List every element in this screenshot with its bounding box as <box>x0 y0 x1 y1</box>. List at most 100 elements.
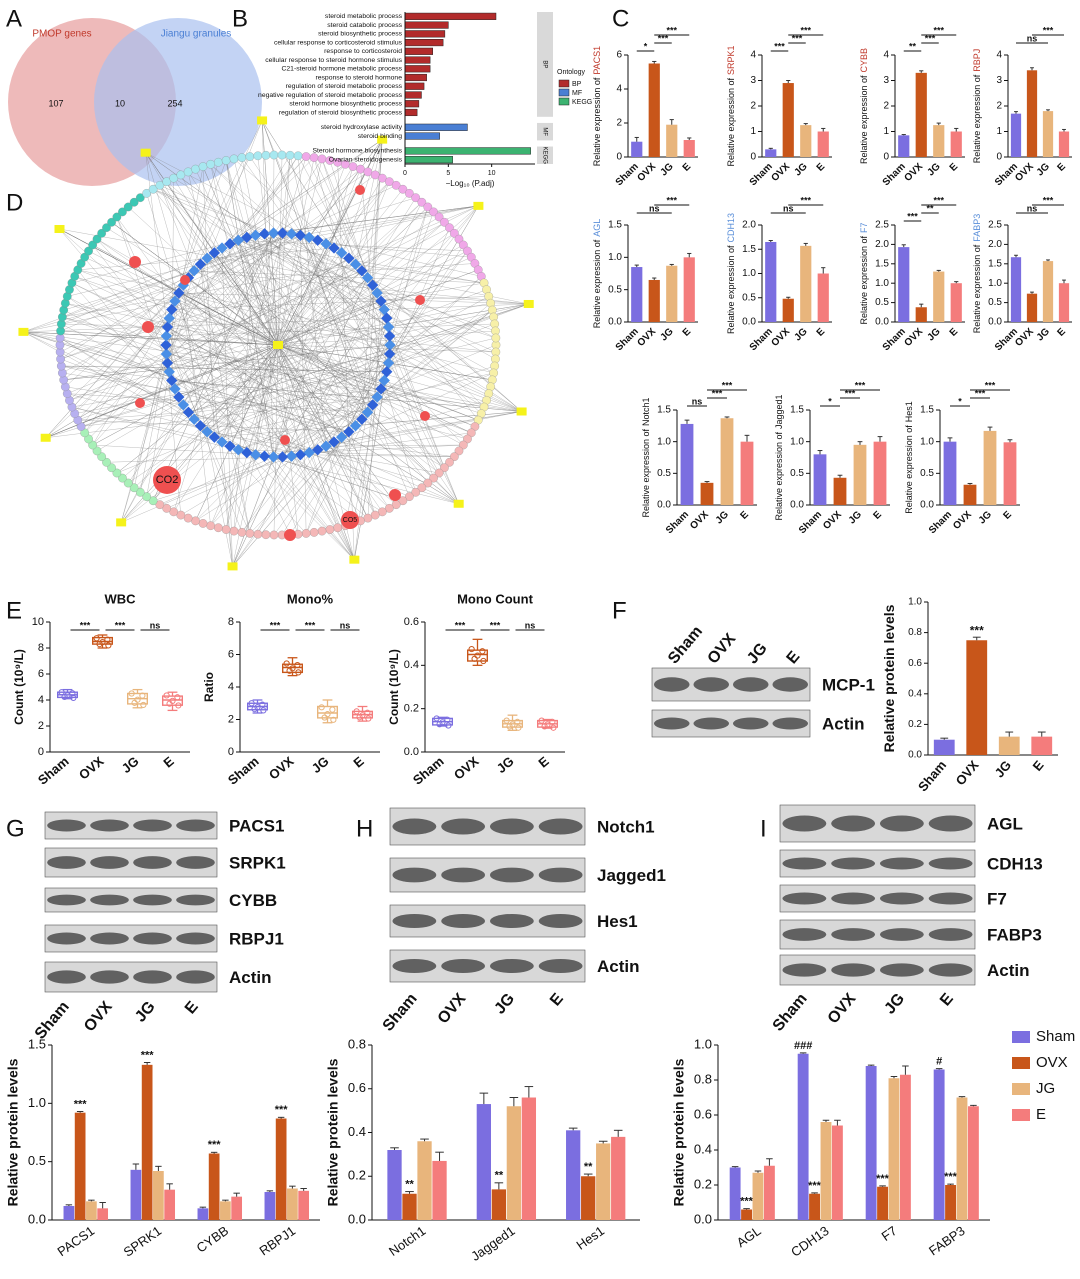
edge <box>45 344 279 438</box>
y-tick-label: 1.0 <box>908 597 922 608</box>
edge <box>355 264 485 284</box>
x-tick-label: E <box>948 326 961 339</box>
edge <box>165 344 251 534</box>
edge <box>317 205 479 241</box>
target-node <box>112 212 122 222</box>
y-axis-label-gene: AGL <box>592 219 602 237</box>
bar <box>809 1193 820 1220</box>
hub-node <box>140 148 151 157</box>
gene-node <box>194 420 207 432</box>
gene-node <box>177 399 189 411</box>
edge <box>277 158 323 346</box>
x-tick-label: JG <box>1035 161 1052 178</box>
edge <box>45 233 265 438</box>
legend-label: BP <box>572 81 582 88</box>
y-axis-label: Count (10⁹/L) <box>387 649 401 725</box>
compound-node <box>284 529 296 541</box>
bar <box>800 125 812 157</box>
edge <box>210 454 256 526</box>
edge <box>45 300 382 438</box>
edge <box>291 202 423 457</box>
edge <box>96 238 170 319</box>
ontology-box <box>537 122 553 141</box>
blot-band <box>928 928 973 941</box>
y-tick-label: 0.0 <box>348 1211 366 1226</box>
target-node <box>417 483 427 493</box>
y-axis-label: Relative expression of Hes1 <box>904 401 914 514</box>
edge <box>238 240 468 252</box>
target-node <box>198 519 208 528</box>
hub-node <box>516 407 527 416</box>
y-axis-label-text: Relative expression of <box>726 77 736 166</box>
bar <box>877 1186 888 1220</box>
blot-band <box>732 717 769 730</box>
gene-node <box>382 321 395 333</box>
point-glyph <box>260 707 267 714</box>
point-glyph <box>254 704 261 711</box>
edge <box>325 243 472 258</box>
blot-band <box>831 892 876 905</box>
sig-label: *** <box>985 380 996 390</box>
edge <box>277 164 346 346</box>
gene-node <box>188 413 200 425</box>
blot-band <box>176 894 215 906</box>
gene-node <box>294 449 307 461</box>
compound-node <box>135 398 145 408</box>
edge <box>210 164 274 457</box>
term-label: steroid hydroxylase activity <box>321 124 403 131</box>
y-axis-label: Relative expression of AGL <box>592 219 602 329</box>
edge <box>273 344 279 535</box>
bar <box>763 1165 775 1220</box>
point-glyph <box>134 696 141 703</box>
y-axis-label-gene: Jagged1 <box>774 394 784 429</box>
protein-label: Actin <box>987 961 1030 980</box>
point-glyph <box>295 669 302 676</box>
sig-label: ns <box>340 620 351 630</box>
bar <box>820 1122 832 1220</box>
gene-node <box>201 426 213 438</box>
edge <box>246 452 355 560</box>
target-node <box>277 150 287 160</box>
sig-label: * <box>958 396 962 406</box>
edge <box>309 166 354 238</box>
point-glyph <box>163 692 170 699</box>
sig-label: *** <box>970 623 984 637</box>
compound-node <box>142 321 154 333</box>
x-tick-label: OVX <box>266 753 297 782</box>
gene-node <box>375 383 387 395</box>
bar <box>404 56 431 64</box>
blot-band <box>133 970 172 984</box>
panel-label: B <box>232 5 248 32</box>
edge <box>341 205 479 438</box>
sig-label: *** <box>855 380 866 390</box>
x-tick-label: E <box>871 509 884 522</box>
gene-node <box>161 357 174 369</box>
x-tick-label: Jagged1 <box>468 1223 517 1264</box>
gene-node <box>249 449 262 461</box>
blot-band <box>47 819 86 832</box>
x-tick-label: JG <box>977 509 994 526</box>
edge <box>255 235 376 516</box>
sig-label: *** <box>740 1196 754 1208</box>
edge <box>225 160 279 346</box>
edge <box>171 380 522 412</box>
edge <box>221 441 307 534</box>
panel-label: D <box>6 189 23 216</box>
edge <box>74 276 368 413</box>
point-glyph <box>174 694 181 701</box>
edge <box>372 285 522 412</box>
sig-label: *** <box>933 25 944 35</box>
protein-label: SRPK1 <box>229 853 286 872</box>
hub-node <box>453 499 464 508</box>
y-tick-label: 10 <box>32 616 44 628</box>
y-axis-label: Relative expression of CDH13 <box>726 213 736 334</box>
point-glyph <box>479 648 486 655</box>
sig-label: *** <box>208 1139 222 1151</box>
point-glyph <box>364 709 371 716</box>
gene-node <box>169 383 181 395</box>
lane-label: JG <box>132 998 159 1025</box>
x-tick-label: E <box>1001 509 1014 522</box>
bar <box>404 132 440 140</box>
edge <box>291 456 383 512</box>
edge <box>354 371 387 560</box>
